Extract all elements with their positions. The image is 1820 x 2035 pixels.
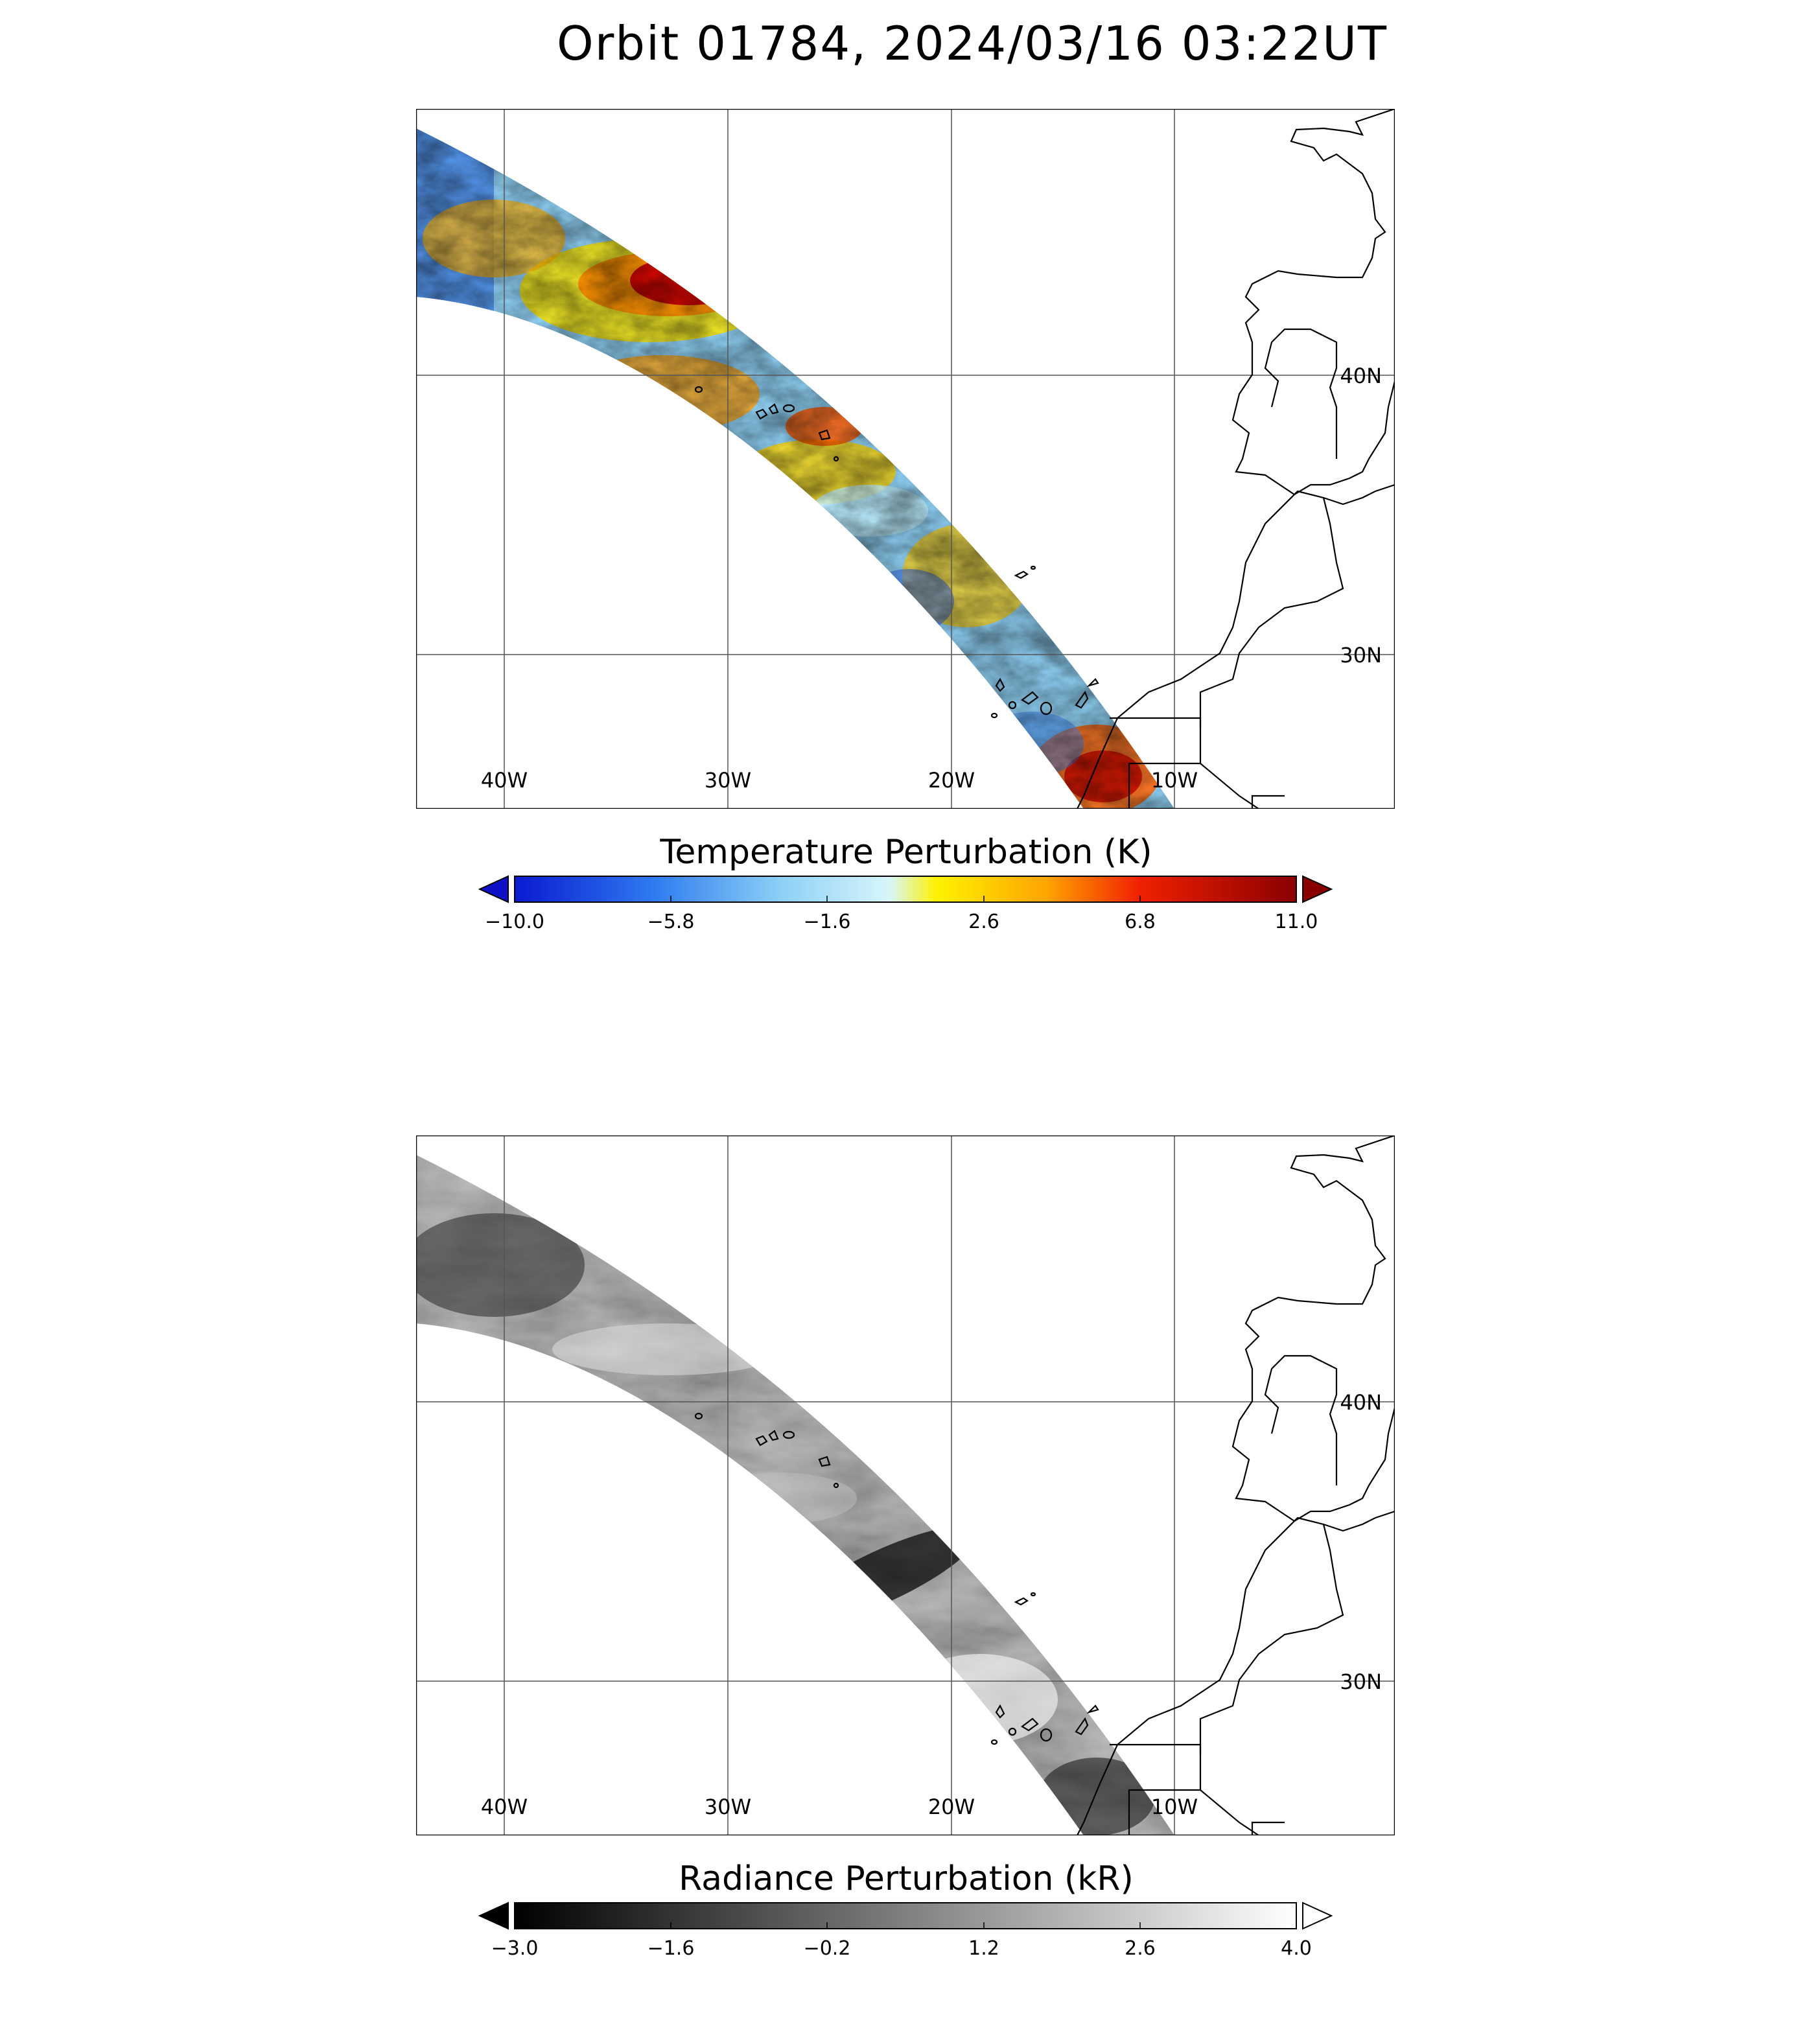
colorbar-tick: 1.2 — [968, 1937, 999, 1960]
lon-label-40w: 40W — [481, 1795, 528, 1819]
lon-label-30w: 30W — [705, 1795, 751, 1819]
temperature-map: 40W 30W 20W 10W 40N 30N — [416, 109, 1395, 809]
colorbar-tick: −1.6 — [648, 1937, 695, 1960]
colorbar-tick: −0.2 — [804, 1937, 851, 1960]
temperature-colorbar: Temperature Perturbation (K) −10.0 −5.8 … — [478, 833, 1333, 933]
radiance-colorbar-title: Radiance Perturbation (kR) — [679, 1859, 1134, 1898]
lon-label-40w: 40W — [481, 768, 528, 793]
colorbar-high-extend — [1302, 1901, 1333, 1930]
colorbar-high-extend — [1302, 875, 1333, 903]
colorbar-tick: −1.6 — [804, 911, 851, 933]
temperature-colorbar-title: Temperature Perturbation (K) — [659, 833, 1152, 872]
colorbar-tick: 4.0 — [1281, 1937, 1312, 1960]
radiance-map: 40W 30W 20W 10W 40N 30N — [416, 1135, 1395, 1835]
lon-label-30w: 30W — [705, 768, 751, 793]
lat-label-40n: 40N — [1340, 364, 1382, 388]
temperature-swath — [416, 128, 1174, 809]
lon-label-20w: 20W — [928, 768, 975, 793]
colorbar-tick: 2.6 — [1125, 1937, 1156, 1960]
lon-label-10w: 10W — [1151, 768, 1198, 793]
colorbar-low-extend — [478, 1901, 509, 1930]
colorbar-tick: −10.0 — [485, 911, 544, 933]
lat-label-30n: 30N — [1340, 1669, 1382, 1694]
graticule — [416, 1135, 1395, 1835]
colorbar-tick: −3.0 — [491, 1937, 539, 1960]
colorbar-tick: 2.6 — [968, 911, 999, 933]
coastline — [694, 1135, 1395, 1835]
figure-title: Orbit 01784, 2024/03/16 03:22UT — [557, 16, 1388, 71]
colorbar-low-extend — [478, 875, 509, 903]
radiance-colorbar: Radiance Perturbation (kR) −3.0 −1.6 −0.… — [478, 1859, 1333, 1960]
colorbar-tick: 6.8 — [1125, 911, 1156, 933]
coastline — [694, 109, 1395, 809]
graticule — [416, 109, 1395, 809]
colorbar-tick: −5.8 — [648, 911, 695, 933]
lon-label-20w: 20W — [928, 1795, 975, 1819]
lon-label-10w: 10W — [1151, 1795, 1198, 1819]
lat-label-30n: 30N — [1340, 643, 1382, 668]
colorbar-tick: 11.0 — [1275, 911, 1318, 933]
lat-label-40n: 40N — [1340, 1390, 1382, 1415]
radiance-swath — [416, 1155, 1174, 1835]
